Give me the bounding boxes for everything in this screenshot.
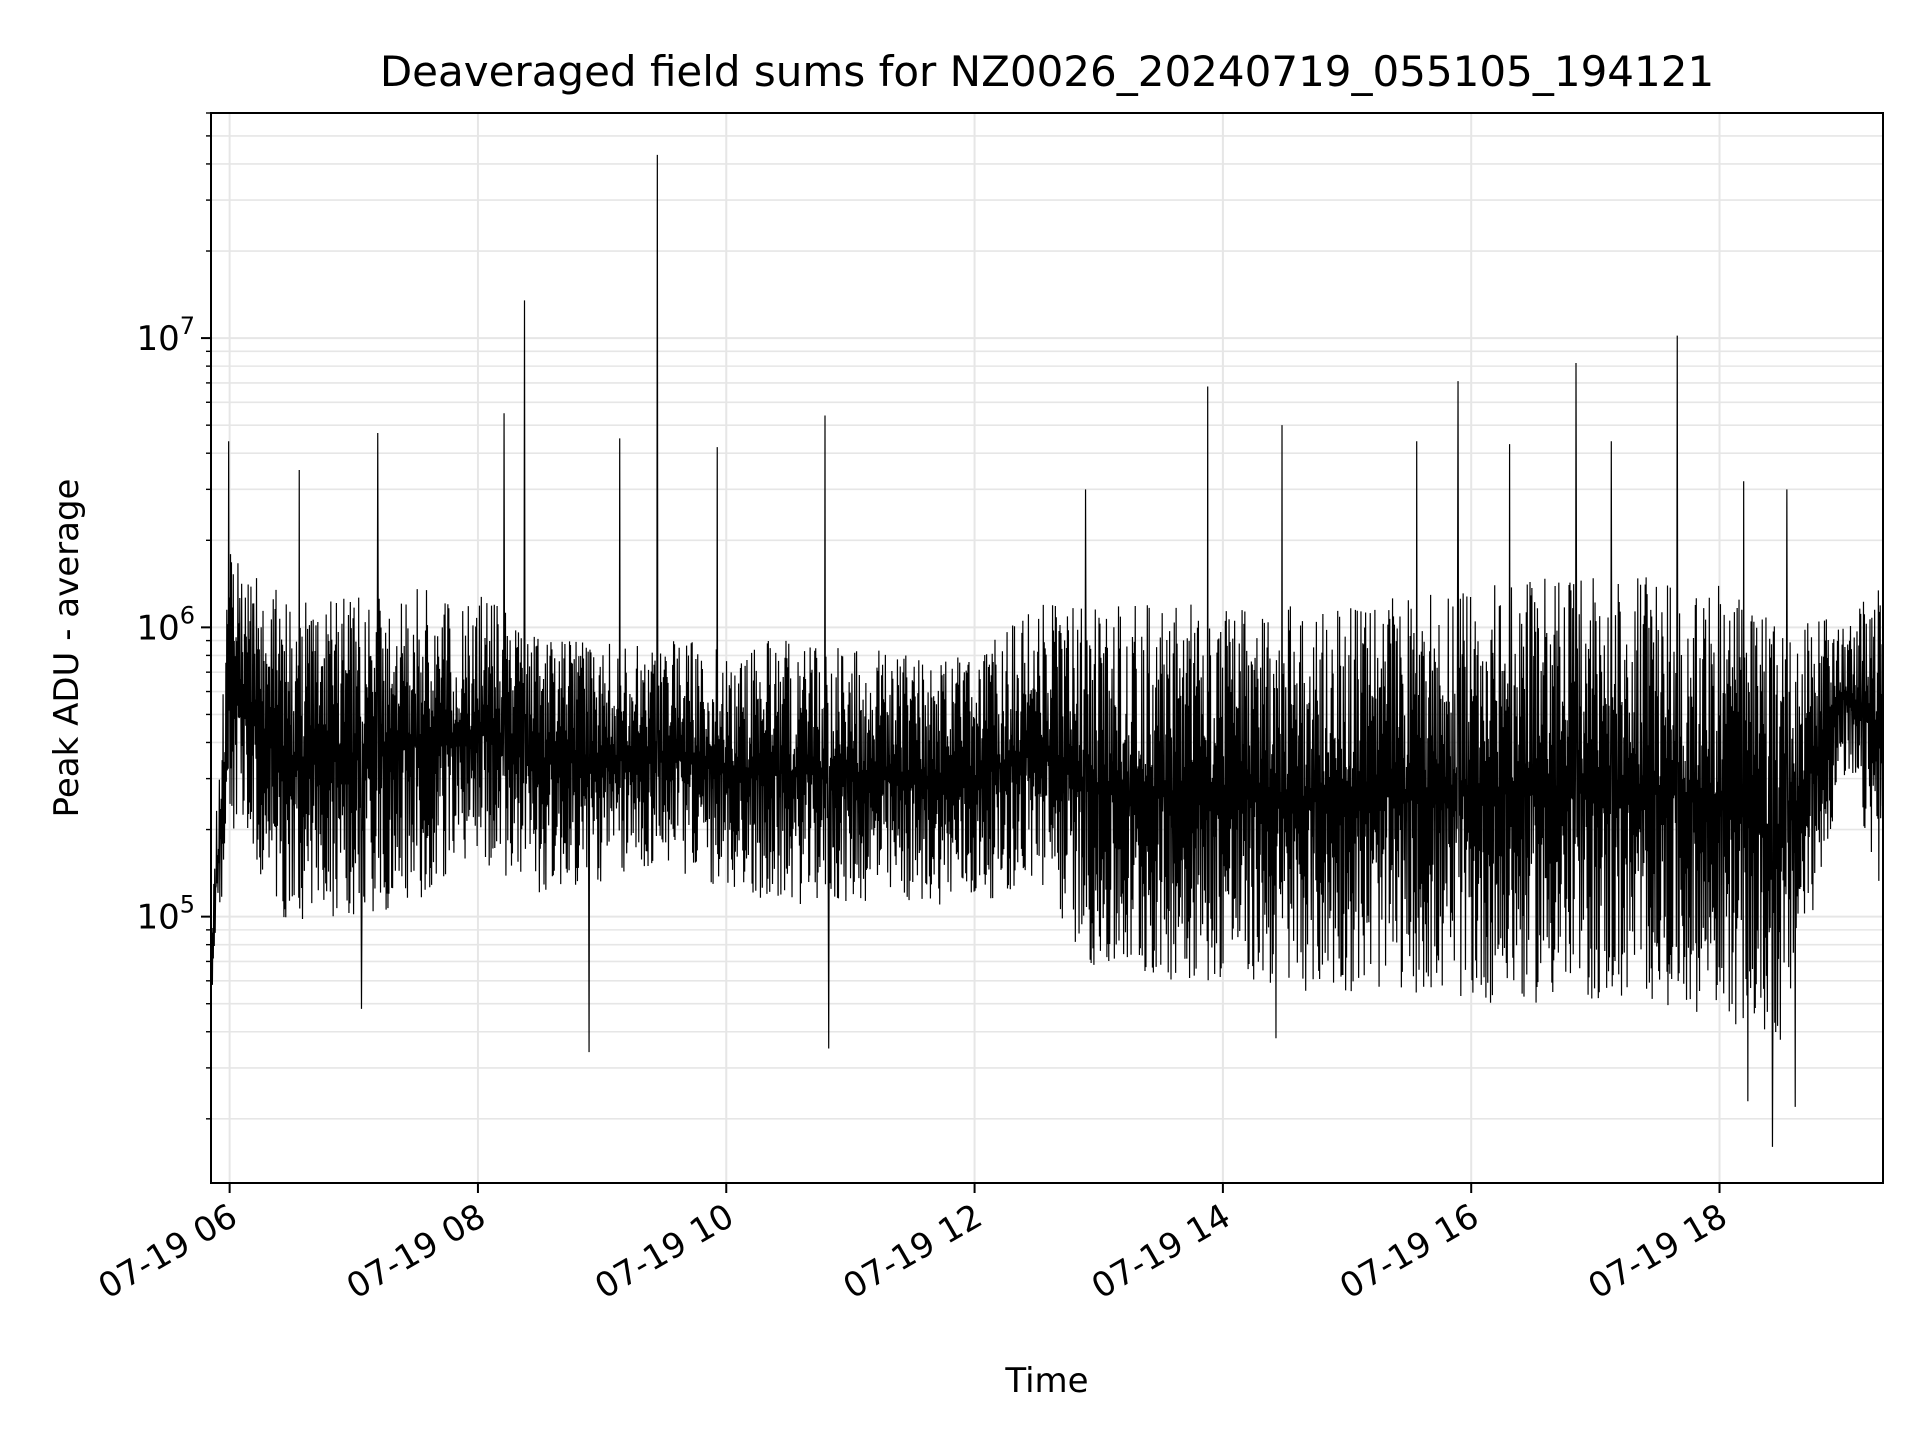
chart-title: Deaveraged field sums for NZ0026_2024071… (380, 47, 1714, 96)
series-line (210, 154, 1884, 1147)
y-tick-label: 107 (136, 312, 195, 359)
y-tick-label: 105 (136, 891, 195, 938)
plot-frame (210, 112, 1884, 1184)
y-axis-label: Peak ADU - average (47, 479, 87, 818)
y-axis: 105 106 107 (136, 112, 211, 1120)
series-path (210, 154, 1884, 1147)
y-tick-label: 106 (136, 601, 195, 648)
x-axis-label: Time (1004, 1361, 1088, 1401)
